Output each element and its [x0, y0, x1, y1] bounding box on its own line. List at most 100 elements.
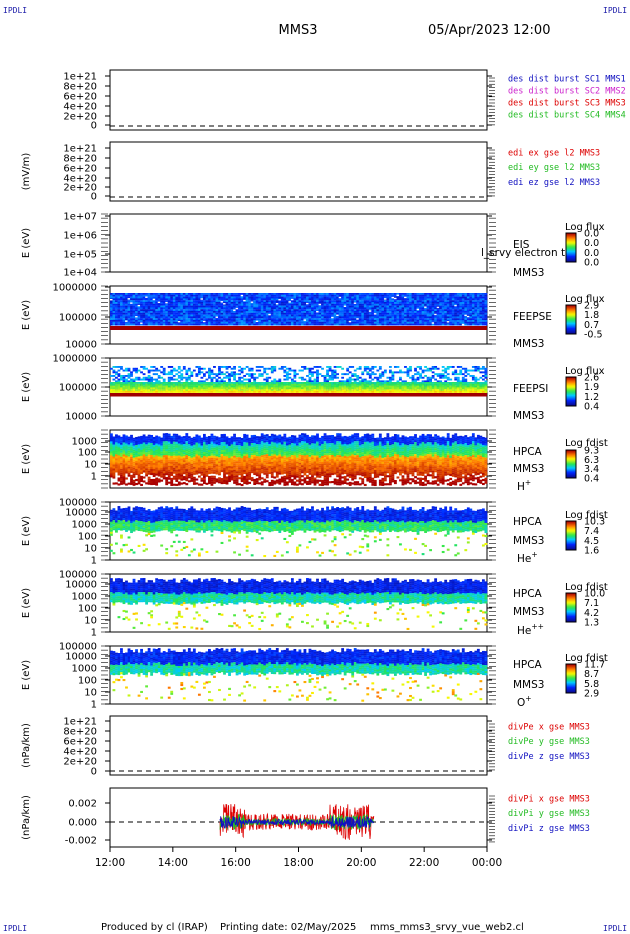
spec-cell	[240, 311, 244, 313]
spec-cell	[162, 367, 166, 370]
spec-cell	[321, 375, 324, 377]
colorbar-title: Log flux	[565, 222, 605, 233]
spec-cell	[396, 389, 400, 392]
spec-cell	[341, 316, 345, 319]
spec-cell	[120, 382, 123, 384]
spec-cell	[323, 318, 327, 321]
spec-cell	[268, 318, 272, 321]
spec-cell	[223, 366, 226, 368]
spec-cell	[228, 382, 231, 384]
spec-cell	[275, 380, 279, 383]
spec-cell	[431, 375, 435, 377]
spec-cell	[411, 300, 415, 303]
spec-cell	[371, 312, 375, 315]
spec-cell	[326, 300, 329, 303]
spec-cell	[388, 311, 392, 313]
spec-cell	[218, 367, 221, 370]
spec-cell	[439, 385, 443, 388]
spec-cell	[444, 294, 448, 297]
spec-cell	[255, 309, 259, 312]
spec-cell	[110, 382, 113, 384]
spec-cell	[479, 296, 483, 299]
spec-cell	[419, 316, 422, 319]
spec-cell	[426, 302, 430, 304]
spec-cell	[446, 385, 450, 388]
spec-cell	[336, 294, 340, 297]
spec-cell	[192, 316, 196, 319]
spec-cell	[338, 309, 342, 312]
spec-cell	[471, 298, 475, 301]
spec-cell	[358, 293, 362, 295]
spec-cell	[388, 300, 392, 303]
spec-cell	[263, 312, 267, 315]
spec-cell	[278, 299, 281, 301]
spec-cell	[155, 303, 159, 306]
colorbar-cell	[566, 315, 576, 318]
spec-cell	[373, 316, 377, 319]
spec-cell	[265, 320, 269, 322]
spec-cell	[182, 320, 186, 322]
spec-cell	[223, 303, 226, 305]
spec-cell	[290, 307, 294, 310]
spec-cell	[250, 367, 254, 370]
spec-cell	[479, 391, 483, 393]
spec-cell	[464, 385, 468, 388]
spec-cell	[401, 294, 405, 297]
spec-cell	[323, 382, 327, 384]
spec-cell	[471, 312, 475, 315]
spec-cell	[361, 373, 365, 376]
spec-cell	[424, 312, 427, 315]
spec-cell	[416, 321, 420, 324]
spec-cell	[280, 307, 284, 310]
spec-cell	[130, 321, 133, 324]
spec-cell	[436, 311, 440, 313]
spec-cell	[401, 391, 405, 393]
spec-cell	[127, 311, 131, 313]
spec-cell	[167, 387, 171, 390]
spec-cell	[313, 318, 317, 321]
spec-cell	[182, 296, 186, 299]
spec-cell	[197, 294, 201, 297]
spec-cell	[421, 321, 425, 324]
spec-cell	[122, 294, 126, 297]
spec-cell	[223, 316, 226, 319]
spec-cell	[426, 311, 430, 313]
spec-cell	[341, 314, 345, 317]
spec-cell	[223, 391, 226, 393]
spec-cell	[394, 387, 397, 390]
spec-cell	[132, 387, 136, 390]
spec-cell	[110, 321, 113, 324]
spec-cell	[180, 385, 184, 388]
spec-cell	[311, 373, 314, 376]
spec-cell	[303, 383, 307, 386]
spec-cell	[235, 323, 239, 326]
spec-cell	[341, 296, 345, 299]
spec-cell	[195, 389, 199, 392]
spec-cell	[290, 309, 294, 312]
spec-cell	[200, 293, 204, 295]
spec-cell	[195, 375, 199, 377]
spec-cell	[170, 383, 174, 386]
spec-cell	[245, 320, 249, 322]
spec-cell	[321, 389, 324, 392]
spec-cell	[120, 305, 123, 308]
spec-cell	[348, 321, 352, 324]
spec-cell	[361, 293, 365, 295]
spec-cell	[451, 314, 455, 317]
spec-cell	[439, 318, 443, 321]
spec-cell	[250, 311, 254, 313]
spec-cell	[265, 383, 269, 386]
spec-cell	[273, 389, 277, 392]
spec-cell	[125, 312, 128, 315]
spec-cell	[248, 312, 252, 315]
spec-cell	[388, 387, 392, 390]
spec-cell	[157, 294, 161, 297]
spec-cell	[235, 321, 239, 324]
spec-cell	[197, 312, 201, 315]
spec-cell	[336, 303, 340, 306]
spec-cell	[361, 380, 365, 383]
spec-cell	[311, 296, 314, 299]
spec-cell	[361, 303, 365, 306]
spec-cell	[456, 293, 460, 295]
spec-cell	[421, 305, 425, 308]
